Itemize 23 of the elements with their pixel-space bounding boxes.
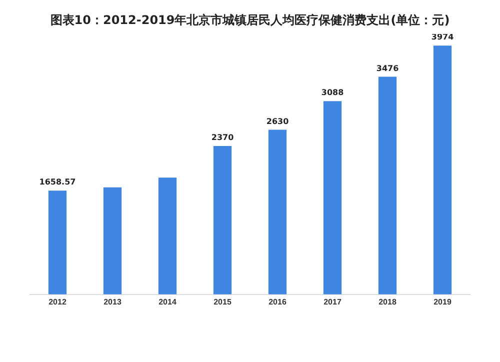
bar (433, 46, 452, 294)
bar (103, 187, 122, 294)
bar (48, 190, 67, 294)
bar (158, 178, 177, 294)
x-tick-label: 2019 (434, 297, 452, 306)
chart-title: 图表10：2012-2019年北京市城镇居民人均医疗保健消费支出(单位：元) (49, 12, 451, 29)
x-tick-label: 2015 (214, 297, 232, 306)
x-tick-label: 2016 (268, 297, 287, 306)
data-label: 3476 (376, 64, 400, 73)
data-label: 2370 (211, 133, 234, 142)
data-label: 3088 (321, 88, 344, 98)
data-label: 3974 (431, 32, 454, 42)
bar (213, 146, 232, 294)
x-tick-label: 2017 (324, 297, 342, 306)
x-tick-label: 2012 (48, 297, 67, 306)
x-tick-label: 2014 (158, 297, 177, 306)
bar (323, 101, 342, 294)
data-label: 2630 (266, 116, 290, 126)
bar (268, 130, 287, 294)
x-tick-label: 2018 (378, 297, 397, 306)
x-tick-label: 2013 (104, 297, 122, 306)
data-label: 1658.57 (39, 178, 76, 187)
bar (378, 76, 397, 294)
